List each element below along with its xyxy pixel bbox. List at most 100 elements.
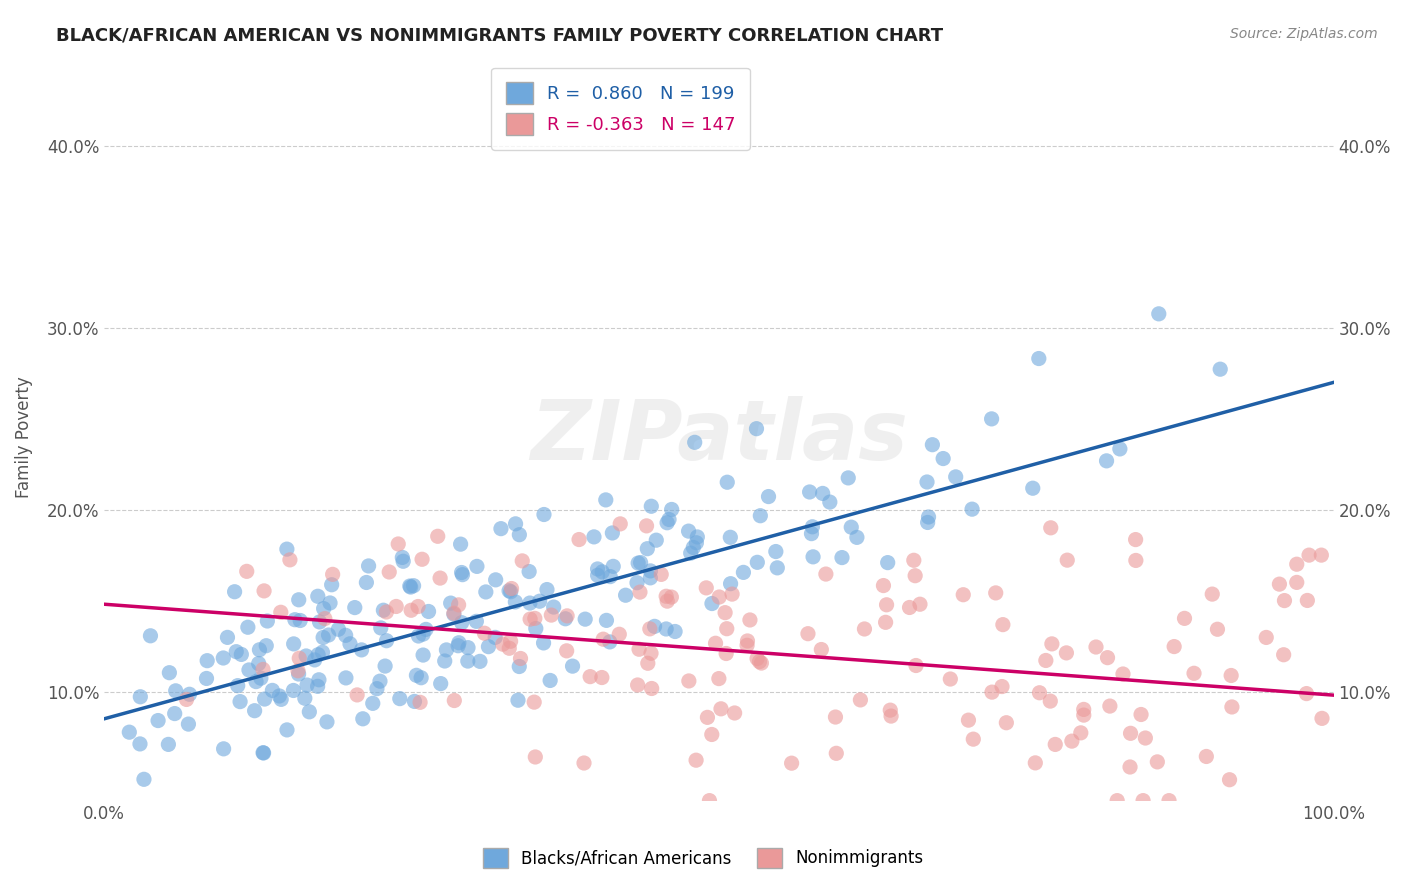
Point xyxy=(283,637,305,651)
Point xyxy=(177,717,200,731)
Point xyxy=(1298,548,1320,562)
Point xyxy=(678,673,700,688)
Point xyxy=(475,585,498,599)
Point xyxy=(591,671,613,685)
Point xyxy=(1056,553,1078,567)
Point xyxy=(163,706,186,721)
Point xyxy=(399,580,422,594)
Point xyxy=(307,679,329,693)
Point xyxy=(406,599,429,614)
Point xyxy=(374,659,396,673)
Point xyxy=(780,756,803,771)
Point xyxy=(1085,640,1108,654)
Point xyxy=(129,690,152,704)
Point xyxy=(723,706,745,720)
Point xyxy=(319,596,342,610)
Point xyxy=(917,510,939,524)
Point xyxy=(252,746,274,760)
Point xyxy=(839,520,862,534)
Point xyxy=(898,600,921,615)
Y-axis label: Family Poverty: Family Poverty xyxy=(15,376,32,498)
Point xyxy=(501,582,523,596)
Point xyxy=(960,502,983,516)
Point xyxy=(630,556,652,570)
Point xyxy=(447,639,470,653)
Point xyxy=(256,614,278,628)
Point xyxy=(995,715,1018,730)
Point xyxy=(599,569,621,583)
Text: Source: ZipAtlas.com: Source: ZipAtlas.com xyxy=(1230,27,1378,41)
Point xyxy=(1274,593,1296,607)
Point xyxy=(335,671,357,685)
Point xyxy=(1022,481,1045,495)
Point xyxy=(1146,755,1168,769)
Point xyxy=(418,605,440,619)
Point xyxy=(1285,558,1308,572)
Point xyxy=(523,611,546,625)
Point xyxy=(308,615,330,629)
Point xyxy=(720,576,742,591)
Point xyxy=(1135,731,1157,745)
Point xyxy=(519,612,541,626)
Point xyxy=(714,606,737,620)
Point xyxy=(1220,668,1243,682)
Point xyxy=(1060,734,1083,748)
Point xyxy=(1112,667,1135,681)
Point xyxy=(699,794,721,808)
Point xyxy=(683,435,706,450)
Point xyxy=(1295,687,1317,701)
Point xyxy=(765,544,787,558)
Point xyxy=(409,695,432,709)
Point xyxy=(224,584,246,599)
Point xyxy=(710,702,733,716)
Point xyxy=(1039,521,1062,535)
Point xyxy=(1206,622,1229,636)
Point xyxy=(818,495,841,509)
Point xyxy=(411,552,433,566)
Point xyxy=(492,637,515,651)
Point xyxy=(412,648,434,662)
Point xyxy=(1119,760,1142,774)
Point xyxy=(529,594,551,608)
Point xyxy=(298,705,321,719)
Point xyxy=(876,598,898,612)
Point xyxy=(307,648,329,662)
Point xyxy=(276,542,298,557)
Point xyxy=(252,663,274,677)
Point xyxy=(283,683,305,698)
Point xyxy=(595,492,617,507)
Point xyxy=(489,522,512,536)
Text: ZIPatlas: ZIPatlas xyxy=(530,396,908,477)
Point xyxy=(664,624,686,639)
Point xyxy=(132,772,155,787)
Point xyxy=(1285,575,1308,590)
Point xyxy=(484,631,506,645)
Point xyxy=(650,567,672,582)
Point xyxy=(640,646,662,660)
Point xyxy=(312,601,335,615)
Point xyxy=(880,709,903,723)
Point xyxy=(602,525,624,540)
Point xyxy=(195,672,218,686)
Point xyxy=(645,533,668,548)
Point xyxy=(288,651,311,665)
Point xyxy=(679,546,702,560)
Point xyxy=(714,647,737,661)
Point xyxy=(245,674,267,689)
Point xyxy=(800,526,823,541)
Point xyxy=(644,619,666,633)
Point xyxy=(766,561,789,575)
Point xyxy=(555,608,578,623)
Point xyxy=(238,663,260,677)
Point xyxy=(1268,577,1291,591)
Point xyxy=(287,592,309,607)
Point xyxy=(716,475,738,490)
Point xyxy=(352,712,374,726)
Point xyxy=(465,615,488,629)
Point xyxy=(231,648,253,662)
Point xyxy=(498,641,520,656)
Point xyxy=(1296,593,1319,607)
Point xyxy=(797,626,820,640)
Point xyxy=(696,710,718,724)
Point xyxy=(505,595,527,609)
